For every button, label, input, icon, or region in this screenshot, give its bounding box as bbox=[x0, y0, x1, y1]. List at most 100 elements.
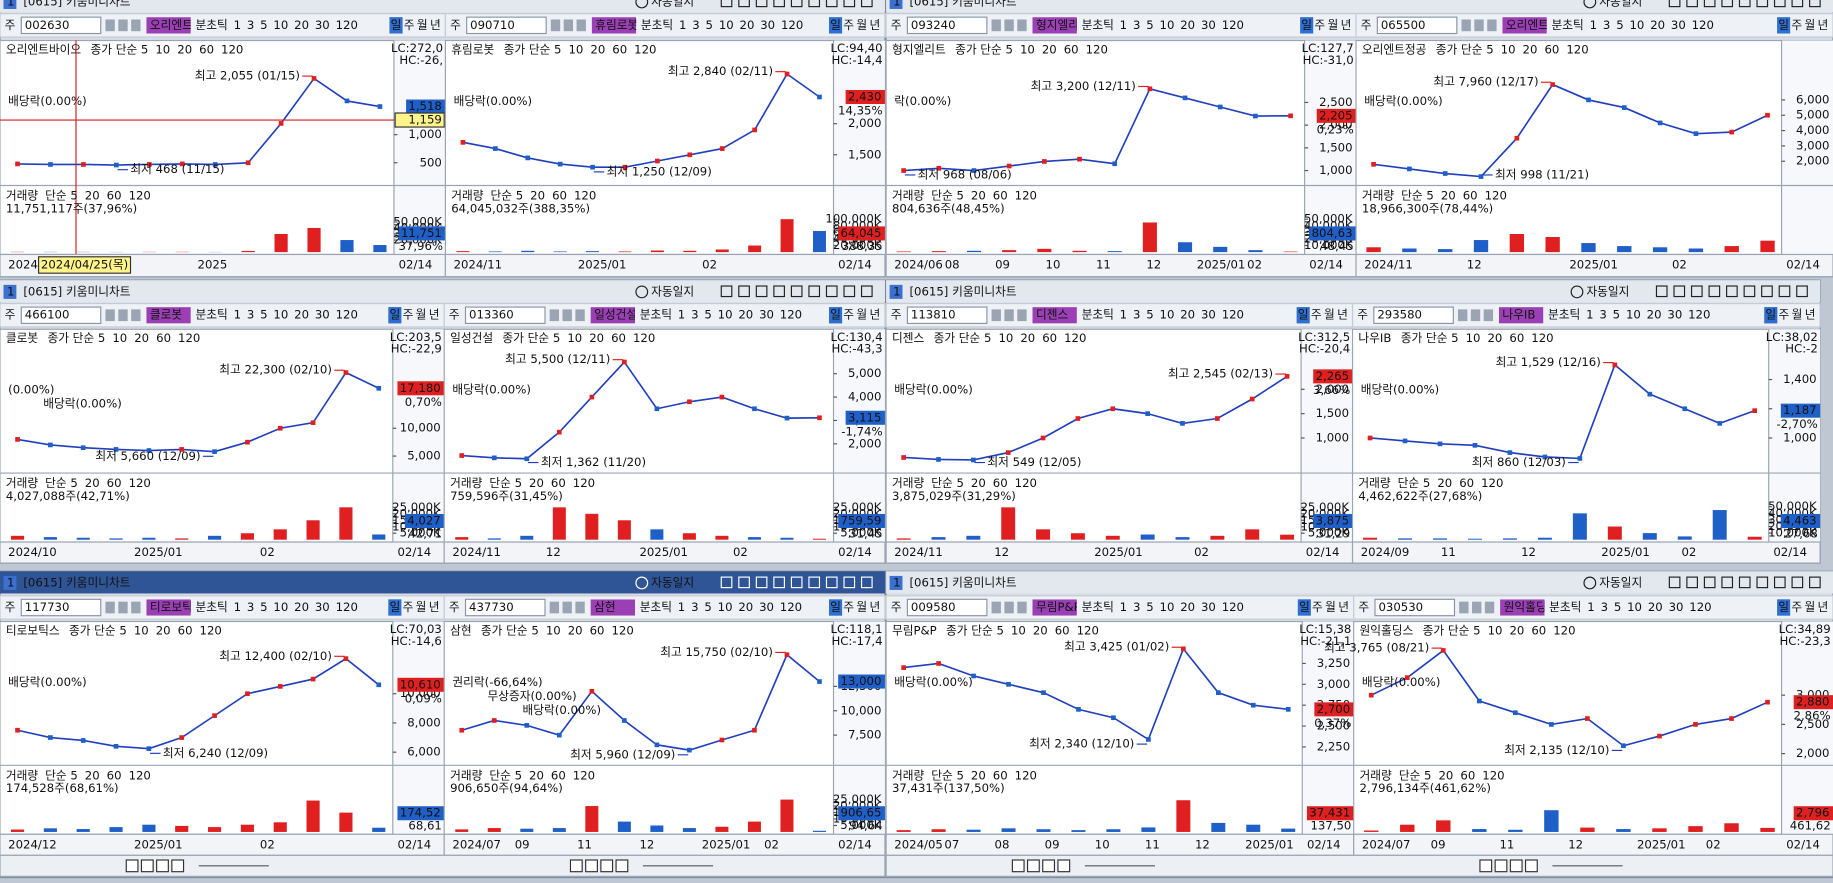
interval-button[interactable]: 5 bbox=[1146, 18, 1153, 32]
interval-button[interactable]: 120 bbox=[780, 600, 802, 614]
journal-button[interactable]: 자동일지 bbox=[1586, 284, 1629, 298]
window-control[interactable] bbox=[1686, 576, 1698, 589]
unit-button[interactable]: 일 bbox=[830, 18, 841, 32]
window-control[interactable] bbox=[773, 0, 785, 8]
window-control[interactable] bbox=[1721, 0, 1734, 8]
stock-code[interactable]: 090710 bbox=[470, 18, 515, 32]
window-control[interactable] bbox=[860, 576, 873, 589]
unit-button[interactable]: 일 bbox=[391, 18, 402, 32]
interval-button[interactable]: 5 bbox=[1146, 600, 1153, 614]
toolbar-icon[interactable] bbox=[576, 19, 586, 32]
interval-button[interactable]: 10 bbox=[1160, 308, 1175, 322]
toolbar-icon[interactable] bbox=[118, 601, 128, 614]
window-control[interactable] bbox=[1668, 0, 1681, 8]
unit-button[interactable]: 일 bbox=[1299, 600, 1310, 614]
unit-button[interactable]: 주 bbox=[404, 18, 415, 32]
toolbar-icon[interactable] bbox=[118, 19, 128, 32]
window-control[interactable] bbox=[1690, 285, 1703, 298]
window-control[interactable] bbox=[755, 576, 768, 589]
toolbar-icon[interactable] bbox=[991, 601, 1001, 614]
tick-button[interactable]: 분초틱 bbox=[1549, 600, 1581, 614]
interval-button[interactable]: 1 bbox=[1120, 308, 1127, 322]
scroll-control[interactable] bbox=[1509, 859, 1523, 873]
unit-button[interactable]: 년 bbox=[429, 308, 440, 322]
window-control[interactable] bbox=[755, 285, 768, 298]
unit-button[interactable]: 년 bbox=[869, 600, 880, 614]
window-control[interactable] bbox=[825, 576, 838, 589]
scroll-control[interactable] bbox=[615, 859, 629, 873]
scroll-control[interactable] bbox=[1042, 859, 1056, 873]
window-control[interactable] bbox=[1778, 285, 1791, 298]
interval-button[interactable]: 3 bbox=[692, 18, 699, 32]
scroll-control[interactable] bbox=[1479, 859, 1493, 873]
interval-button[interactable]: 20 bbox=[1180, 308, 1195, 322]
tick-button[interactable]: 분초틱 bbox=[1552, 18, 1584, 32]
interval-button[interactable]: 20 bbox=[1647, 308, 1662, 322]
interval-button[interactable]: 20 bbox=[740, 18, 755, 32]
unit-button[interactable]: 월 bbox=[1804, 18, 1815, 32]
window-control[interactable] bbox=[720, 0, 733, 8]
toolbar-icon[interactable] bbox=[575, 601, 585, 614]
scroll-control[interactable] bbox=[171, 859, 185, 873]
interval-button[interactable]: 10 bbox=[273, 18, 288, 32]
interval-button[interactable]: 30 bbox=[1201, 600, 1216, 614]
interval-button[interactable]: 3 bbox=[1603, 18, 1610, 32]
interval-button[interactable]: 1 bbox=[678, 600, 685, 614]
interval-button[interactable]: 1 bbox=[234, 308, 241, 322]
unit-button[interactable]: 주 bbox=[843, 18, 854, 32]
name-box[interactable]: 티로보틱스 bbox=[146, 599, 204, 616]
scroll-control[interactable] bbox=[1026, 859, 1040, 873]
name-box[interactable]: 디젠스 bbox=[1032, 307, 1077, 324]
tick-button[interactable]: 분초틱 bbox=[640, 600, 672, 614]
window-control[interactable] bbox=[720, 285, 733, 298]
window-control[interactable] bbox=[1738, 0, 1751, 8]
period-select[interactable]: 주 bbox=[891, 308, 902, 322]
window-control[interactable] bbox=[825, 285, 838, 298]
unit-button[interactable]: 일 bbox=[830, 308, 841, 322]
unit-button[interactable]: 년 bbox=[430, 18, 441, 32]
window-control[interactable] bbox=[1668, 576, 1681, 589]
window-control[interactable] bbox=[1673, 285, 1686, 298]
interval-button[interactable]: 20 bbox=[1180, 600, 1195, 614]
scroll-control[interactable] bbox=[125, 859, 139, 873]
window-control[interactable] bbox=[1743, 285, 1756, 298]
unit-button[interactable]: 일 bbox=[1765, 308, 1776, 322]
interval-button[interactable]: 5 bbox=[1614, 600, 1621, 614]
toolbar-icon[interactable] bbox=[1017, 601, 1027, 614]
stock-code[interactable]: 113810 bbox=[911, 308, 956, 322]
unit-button[interactable]: 주 bbox=[1314, 18, 1325, 32]
unit-button[interactable]: 월 bbox=[416, 308, 427, 322]
journal-button[interactable]: 자동일지 bbox=[651, 575, 694, 589]
unit-button[interactable]: 주 bbox=[1791, 18, 1802, 32]
interval-button[interactable]: 30 bbox=[760, 18, 775, 32]
interval-button[interactable]: 1 bbox=[234, 18, 241, 32]
unit-button[interactable]: 일 bbox=[1778, 600, 1789, 614]
window-control[interactable] bbox=[808, 285, 821, 298]
interval-button[interactable]: 1 bbox=[1587, 600, 1594, 614]
interval-button[interactable]: 120 bbox=[336, 18, 358, 32]
unit-button[interactable]: 월 bbox=[856, 18, 867, 32]
toolbar-icon[interactable] bbox=[1483, 309, 1494, 322]
period-select[interactable]: 주 bbox=[449, 600, 460, 614]
window-control[interactable] bbox=[1726, 285, 1738, 298]
unit-button[interactable]: 주 bbox=[403, 308, 414, 322]
unit-button[interactable]: 일 bbox=[1298, 308, 1309, 322]
window-control[interactable] bbox=[738, 576, 750, 589]
name-box[interactable]: 원익홀딩스 bbox=[1500, 599, 1558, 616]
unit-button[interactable]: 일 bbox=[389, 308, 400, 322]
stock-code[interactable]: 002630 bbox=[25, 18, 70, 32]
interval-button[interactable]: 20 bbox=[294, 18, 309, 32]
tick-button[interactable]: 분초틱 bbox=[195, 18, 227, 32]
tick-button[interactable]: 분초틱 bbox=[195, 600, 227, 614]
unit-button[interactable]: 월 bbox=[1804, 600, 1815, 614]
toolbar-icon[interactable] bbox=[1017, 19, 1027, 32]
unit-button[interactable]: 년 bbox=[869, 18, 880, 32]
interval-button[interactable]: 120 bbox=[780, 308, 802, 322]
period-select[interactable]: 주 bbox=[5, 308, 16, 322]
interval-button[interactable]: 30 bbox=[1671, 18, 1686, 32]
scroll-control[interactable] bbox=[585, 859, 598, 873]
window-control[interactable] bbox=[843, 285, 856, 298]
period-select[interactable]: 주 bbox=[1357, 308, 1368, 322]
toolbar-icon[interactable] bbox=[550, 19, 561, 32]
journal-button[interactable]: 자동일지 bbox=[651, 284, 694, 298]
